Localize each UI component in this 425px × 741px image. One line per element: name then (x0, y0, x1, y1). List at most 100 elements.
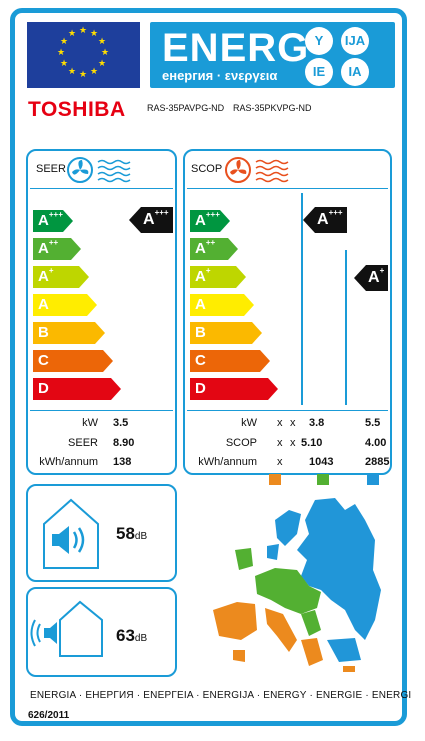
lang-badge-y: Y (305, 27, 333, 55)
heating-scale-bar: D (190, 378, 278, 400)
heating-row-kw-extra: x (290, 417, 296, 429)
heating-table-divider (187, 410, 388, 411)
heating-row-kw-colder: 5.5 (365, 417, 381, 429)
heating-scale-plus: ++ (205, 238, 216, 247)
eu-star-icon: ★ (68, 66, 77, 77)
outdoor-noise-unit: dB (134, 633, 148, 644)
cooling-scale-bar: A+++ (33, 210, 73, 232)
eu-star-icon: ★ (79, 69, 88, 79)
eu-star-icon: ★ (98, 58, 107, 68)
heating-table: kW x x 3.8 5.5 SCOP x x 5.10 4.00 kWh/an… (187, 417, 390, 468)
outdoor-noise-number: 63 (116, 626, 135, 645)
heating-average-class-plus: +++ (328, 208, 343, 217)
eu-star-icon: ★ (101, 47, 110, 57)
cooling-scale-plus: + (48, 266, 54, 275)
average-column-line (301, 193, 303, 405)
cooling-scale-letter: C (38, 352, 49, 369)
heating-scale-letter: B (195, 324, 206, 341)
heating-divider (187, 188, 388, 189)
eu-star-icon: ★ (59, 36, 69, 46)
heating-row-kwh-average: 1043 (309, 456, 334, 468)
cooling-scale-letter: D (38, 380, 49, 397)
heating-scale-bar: A+++ (190, 210, 230, 232)
indoor-noise-unit: dB (134, 531, 148, 542)
heating-scale-bar: B (190, 322, 262, 344)
indoor-noise-number: 58 (116, 524, 135, 543)
heating-row-scop-label: SCOP (225, 437, 257, 449)
cooling-row-seer-value: 8.90 (113, 437, 135, 449)
heating-scale-bar: A (190, 294, 254, 316)
europe-climate-zone-map (213, 498, 381, 672)
cooling-row-kw-value: 3.5 (113, 417, 129, 429)
outdoor-noise-value: 63dB (116, 626, 147, 646)
heating-scale-bar: A+ (190, 266, 246, 288)
cooling-scale-letter: A (38, 296, 49, 313)
indoor-house-speaker-icon (43, 498, 99, 569)
heating-scale-plus: +++ (205, 210, 220, 219)
heating-row-kw-warmer: x (277, 417, 283, 429)
eu-star-icon: ★ (68, 27, 77, 38)
eu-star-icon: ★ (57, 47, 66, 57)
cooling-scale-bar: C (33, 350, 113, 372)
heating-scale-bar: C (190, 350, 270, 372)
heating-scale-letter: A (195, 212, 206, 229)
cooling-row-kwh-value: 138 (113, 456, 132, 468)
cooling-scale-bar: B (33, 322, 105, 344)
heating-fan-icon (225, 157, 289, 183)
indoor-noise-value: 58dB (116, 524, 147, 544)
outdoor-house-speaker-icon (30, 600, 103, 657)
regulation-number: 626/2011 (28, 710, 70, 721)
heating-colder-class-plus: + (379, 266, 385, 275)
average-climate-marker (317, 474, 329, 485)
cooling-scale-bar: A+ (33, 266, 89, 288)
heating-row-kwh-colder: 2885 (365, 456, 390, 468)
colder-climate-marker (367, 474, 379, 485)
heating-row-scop-warmer: x (277, 437, 283, 449)
cooling-table-divider (30, 410, 173, 411)
cooling-scale-plus: ++ (48, 238, 59, 247)
eu-star-icon: ★ (90, 27, 99, 38)
indoor-model: RAS-35PAVPG-ND (147, 103, 225, 113)
heating-colder-class-letter: A (368, 269, 380, 286)
cooling-scale-letter: A (38, 268, 49, 285)
warmer-climate-marker (269, 474, 281, 485)
lang-badge-ija: IJA (341, 27, 369, 55)
heating-scale-letter: C (195, 352, 206, 369)
energy-title: ENERG (162, 26, 310, 70)
heating-row-scop-colder: 4.00 (365, 437, 387, 449)
heating-scale-letter: A (195, 240, 206, 257)
cooling-scale-bar: A (33, 294, 97, 316)
cooling-row-seer-label: SEER (68, 437, 98, 449)
cooling-scale-letter: A (38, 240, 49, 257)
seer-heading: SEER (36, 163, 66, 175)
heating-row-scop-average: 5.10 (301, 437, 323, 449)
heating-row-kwh-warmer: x (277, 456, 283, 468)
cooling-scale-bar: A++ (33, 238, 81, 260)
cooling-divider (30, 188, 173, 189)
heating-scale-letter: A (195, 296, 206, 313)
lang-badge-ie: IE (305, 58, 333, 86)
eu-star-icon: ★ (98, 36, 107, 46)
heating-scale-letter: A (195, 268, 206, 285)
cooling-scale-letter: A (38, 212, 49, 229)
cooling-scale-bar: D (33, 378, 121, 400)
cooling-fan-icon (67, 157, 131, 183)
eu-flag: ★ ★ ★ ★ ★ ★ ★ ★ ★ ★ ★ ★ (27, 22, 140, 88)
eu-star-icon: ★ (59, 58, 69, 68)
cooling-row-kwh-label: kWh/annum (39, 456, 98, 468)
heating-row-kw-average: 3.8 (309, 417, 325, 429)
cooling-scale-letter: B (38, 324, 49, 341)
scop-heading: SCOP (191, 163, 223, 175)
eu-star-icon: ★ (79, 25, 88, 35)
eu-star-icon: ★ (90, 66, 99, 77)
heating-row-scop-extra: x (290, 437, 296, 449)
brand-logo: TOSHIBA (28, 98, 126, 121)
heating-scale-letter: D (195, 380, 206, 397)
heating-average-class-letter: A (317, 211, 329, 228)
cooling-scale-plus: +++ (48, 210, 63, 219)
footer-languages: ENERGIA · ЕНЕРГИЯ · ΕΝΕΡΓΕΙΑ · ENERGIJA … (30, 690, 412, 701)
heating-scale-bar: A++ (190, 238, 238, 260)
cooling-row-kw-label: kW (82, 417, 98, 429)
cooling-class-letter: A (143, 211, 155, 228)
outdoor-model: RAS-35PKVPG-ND (233, 103, 312, 113)
